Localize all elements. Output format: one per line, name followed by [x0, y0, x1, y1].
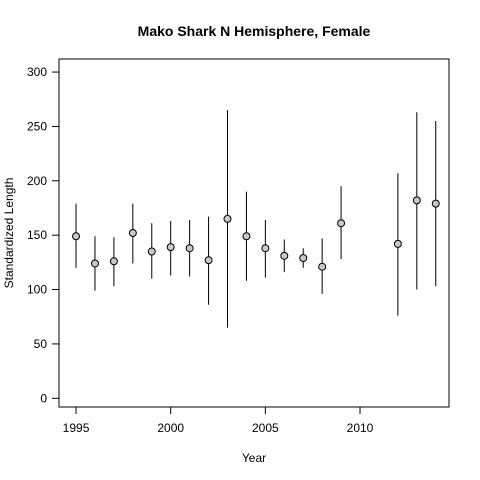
x-axis: 1995 2000 2005 2010: [63, 406, 374, 435]
data-point: [147, 247, 156, 256]
y-tick-label: 100: [27, 283, 47, 297]
data-point: [299, 254, 308, 263]
y-axis: 0 50 100 150 200 250 300: [27, 65, 60, 405]
x-tick-label: 2010: [347, 421, 374, 435]
data-point: [90, 259, 99, 268]
data-point: [166, 243, 175, 252]
data-marks: [72, 110, 440, 328]
data-point: [128, 229, 137, 237]
y-tick-label: 300: [27, 65, 47, 79]
y-tick-label: 250: [27, 119, 47, 133]
y-tick-label: 150: [27, 228, 47, 242]
y-tick-label: 0: [40, 391, 47, 405]
data-point: [204, 256, 213, 265]
data-point: [393, 239, 402, 248]
x-tick-label: 2000: [157, 421, 184, 435]
data-point: [242, 232, 251, 241]
data-point: [431, 199, 440, 208]
data-point: [223, 214, 232, 223]
data-point: [412, 196, 421, 205]
x-tick-label: 2005: [252, 421, 279, 435]
data-point: [280, 251, 289, 260]
y-tick-label: 50: [34, 337, 48, 351]
x-axis-label: Year: [242, 451, 266, 465]
data-point: [318, 262, 327, 271]
data-point: [72, 232, 81, 241]
data-point: [109, 257, 118, 266]
data-point: [185, 244, 194, 253]
chart-title: Mako Shark N Hemisphere, Female: [138, 23, 371, 39]
y-axis-label: Standardized Length: [2, 178, 16, 289]
plot-frame: [58, 58, 450, 408]
data-point: [261, 244, 270, 253]
data-point: [337, 219, 346, 228]
x-tick-label: 1995: [63, 421, 90, 435]
y-tick-label: 200: [27, 174, 47, 188]
